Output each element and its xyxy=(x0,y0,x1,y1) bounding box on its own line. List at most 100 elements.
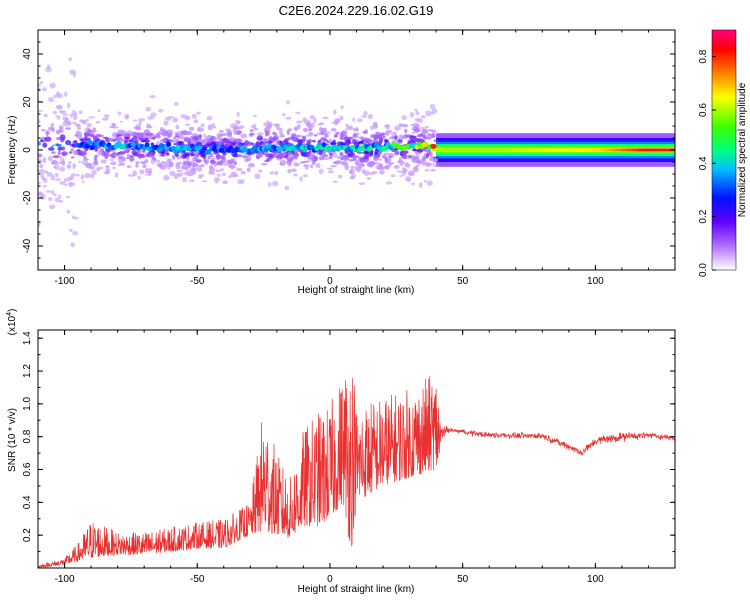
spectral-blob xyxy=(83,155,87,159)
spectral-blob xyxy=(313,133,318,137)
colorbar: 0.0 0.2 0.4 0.6 0.8 Normalized spectral ampl… xyxy=(698,29,748,277)
spectral-blob xyxy=(398,134,404,141)
spectral-blob xyxy=(293,155,299,160)
x-tick-label: 100 xyxy=(587,276,604,287)
snr-panel: -100 -50 0 50 100 0.2 0.4 0.6 0.8 1.0 1.2 1.4 Heigh… xyxy=(6,309,676,595)
spectral-blob xyxy=(333,134,338,138)
spectral-blob xyxy=(38,181,41,185)
spectral-blob xyxy=(415,110,420,116)
snr-ticks: -100 -50 0 50 100 0.2 0.4 0.6 0.8 1.0 1.2 1.4 xyxy=(22,330,676,585)
spectral-blob xyxy=(94,154,98,158)
spectral-blob xyxy=(68,161,72,164)
spectral-blob xyxy=(412,122,419,128)
spectral-blob xyxy=(418,182,423,188)
spectral-blob xyxy=(38,169,41,175)
spectral-blob xyxy=(190,152,195,157)
spectral-blob xyxy=(362,151,369,155)
spectral-blob xyxy=(81,159,89,166)
spectral-blob xyxy=(38,159,43,164)
spectral-blob xyxy=(405,163,411,168)
spectral-blob xyxy=(243,140,251,145)
spectral-blob xyxy=(256,136,263,141)
spectral-blob xyxy=(181,179,188,183)
spectral-blob xyxy=(349,168,355,175)
spectral-blob xyxy=(197,164,205,167)
spectral-blob xyxy=(371,171,378,175)
spectral-blob xyxy=(113,152,117,158)
spectral-blob xyxy=(39,80,44,85)
y-tick-label: 1.4 xyxy=(22,331,33,345)
colorbar-tick-label: 0.6 xyxy=(698,103,709,117)
spectral-blob xyxy=(303,174,308,178)
spectral-blob xyxy=(260,141,267,145)
colorbar-tick-label: 0.2 xyxy=(698,209,709,223)
spectral-blob xyxy=(385,159,391,163)
spectral-blob xyxy=(363,170,371,176)
spectral-blob xyxy=(432,164,440,168)
spectral-core xyxy=(521,148,527,152)
spectral-blob xyxy=(328,153,334,156)
spectral-blob xyxy=(46,64,51,70)
spectral-blob xyxy=(132,135,139,140)
spectral-blob xyxy=(81,180,85,184)
spectral-blob xyxy=(38,118,41,124)
spectral-blob xyxy=(366,176,372,180)
spectral-blob xyxy=(173,101,179,107)
spectral-blob xyxy=(263,122,267,127)
spectral-blob xyxy=(250,132,256,136)
spectral-blob xyxy=(233,161,237,166)
spectral-blob xyxy=(349,176,356,180)
spectral-blob xyxy=(213,177,221,182)
spectral-blob xyxy=(68,182,76,186)
spectral-blob xyxy=(65,140,72,146)
spectral-blob xyxy=(419,133,424,136)
spectral-blob xyxy=(336,156,341,159)
spectral-blob xyxy=(72,163,76,169)
spectral-blob xyxy=(275,142,280,146)
spectral-blob xyxy=(41,128,46,132)
spectral-blob xyxy=(109,158,114,161)
spectral-core xyxy=(605,148,612,152)
spectral-blob xyxy=(357,118,363,123)
spectral-blob xyxy=(69,113,74,118)
spectral-blob xyxy=(396,170,403,173)
spectral-blob xyxy=(370,134,375,138)
spectral-blob xyxy=(265,140,273,144)
spectral-blob xyxy=(232,127,238,134)
spectral-core xyxy=(467,148,474,152)
spectral-blob xyxy=(191,133,198,136)
spectral-blob xyxy=(72,150,79,156)
spectral-blob xyxy=(145,106,152,112)
spectral-blob xyxy=(327,167,333,171)
spectral-blob xyxy=(327,170,335,174)
spectral-blob xyxy=(332,180,339,183)
x-tick-label: 50 xyxy=(457,276,469,287)
spectral-blob xyxy=(78,110,83,114)
spectral-blob xyxy=(332,161,338,164)
colorbar-tick-label: 0.8 xyxy=(698,49,709,63)
spectral-blob xyxy=(59,126,64,130)
spectral-blob xyxy=(221,172,226,176)
spectral-blob xyxy=(348,158,355,162)
spectral-core xyxy=(664,148,671,152)
spectral-blob xyxy=(68,151,72,154)
spectral-core xyxy=(600,148,607,152)
y-tick-label: 20 xyxy=(22,96,33,108)
spectral-blob xyxy=(394,150,400,156)
spectral-core xyxy=(590,148,596,152)
spectral-blob xyxy=(357,162,365,168)
spectral-blob xyxy=(38,83,41,88)
spectral-blob xyxy=(80,174,85,180)
spectral-blob xyxy=(240,133,248,139)
spectral-ridge-blob xyxy=(144,142,150,148)
spectral-core xyxy=(457,148,464,152)
spectral-blob xyxy=(310,122,316,128)
spectral-blob xyxy=(344,128,352,131)
spectral-blob xyxy=(246,167,251,173)
spectral-blob xyxy=(137,137,143,140)
y-tick-label: 40 xyxy=(22,48,33,60)
spectral-blob xyxy=(381,135,386,138)
spectral-core xyxy=(659,148,665,152)
spectral-blob xyxy=(145,132,153,137)
spectral-blob xyxy=(112,166,116,170)
